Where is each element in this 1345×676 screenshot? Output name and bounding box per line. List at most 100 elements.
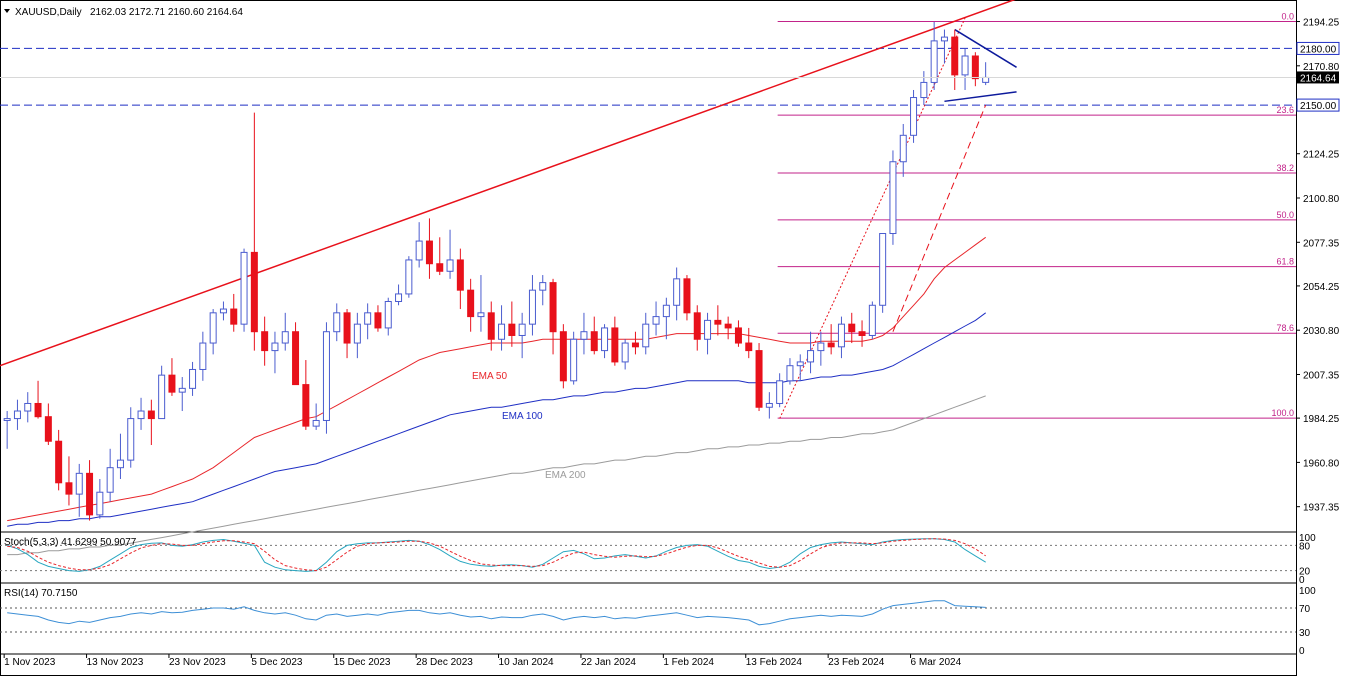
candle-body-54 <box>559 331 567 382</box>
price-tick-label-7: 2007.35 <box>1303 370 1340 381</box>
stoch-tick-label-1: 80 <box>1299 541 1311 552</box>
candle-body-40 <box>415 240 423 261</box>
candle-body-29 <box>302 384 310 427</box>
time-tick-label-6: 10 Jan 2024 <box>499 657 554 668</box>
candle-body-92 <box>951 36 959 76</box>
candle-body-1 <box>13 410 21 420</box>
candle-body-15 <box>158 374 166 420</box>
price-tick-label-3: 2100.80 <box>1303 194 1340 205</box>
hline-badge-1 <box>1296 98 1340 112</box>
candle-body-27 <box>281 331 289 344</box>
candle-body-41 <box>425 240 433 265</box>
candle-body-84 <box>868 304 876 336</box>
stoch-title: Stoch(5,3,3) 41.6299 50.9077 <box>4 537 137 548</box>
rsi-title: RSI(14) 70.7150 <box>4 588 78 599</box>
time-tick-label-9: 13 Feb 2024 <box>746 657 803 668</box>
candle-body-53 <box>549 282 557 333</box>
candle-body-2 <box>24 402 32 412</box>
fib-level-label-3: 50.0 <box>1276 210 1294 220</box>
time-tick-label-8: 1 Feb 2024 <box>663 657 714 668</box>
candle-body-30 <box>312 419 320 427</box>
candle-body-51 <box>528 289 536 325</box>
candle-body-18 <box>189 368 197 389</box>
candle-body-48 <box>498 323 506 340</box>
time-tick-label-1: 13 Nov 2023 <box>87 657 144 668</box>
horizontal-levels[interactable]: 2180.00 2150.00 <box>0 41 1340 112</box>
candle-body-13 <box>137 410 145 420</box>
ema100-line <box>7 312 986 527</box>
dashed-swing-line <box>892 104 987 332</box>
dropdown-triangle-icon[interactable] <box>4 9 10 13</box>
candle-body-11 <box>116 459 124 469</box>
candle-body-69 <box>714 319 722 325</box>
hline-label-0: 2180.00 <box>1300 44 1337 55</box>
ohlc-values: 2162.03 2172.71 2160.60 2164.64 <box>90 7 243 18</box>
candle-body-66 <box>683 278 691 314</box>
candle-body-76 <box>786 365 794 382</box>
candle-body-65 <box>673 278 681 306</box>
candle-body-44 <box>456 259 464 291</box>
candle-body-80 <box>827 342 835 348</box>
candle-body-78 <box>807 350 815 363</box>
candle-body-39 <box>405 259 413 295</box>
candle-body-67 <box>693 312 701 340</box>
trendlines[interactable] <box>0 0 1089 419</box>
candle-body-5 <box>55 440 63 484</box>
ascending-trendline <box>0 0 1016 367</box>
candle-body-23 <box>240 251 248 325</box>
fib-level-label-5: 78.6 <box>1276 323 1294 333</box>
candle-body-58 <box>601 327 609 352</box>
ema50-line <box>7 236 986 522</box>
candle-body-21 <box>219 308 227 314</box>
candle-body-94 <box>971 55 979 80</box>
current-price-badge <box>1297 71 1339 84</box>
price-tick-label-0: 2194.25 <box>1303 18 1340 29</box>
candle-body-19 <box>199 342 207 370</box>
candle-body-4 <box>44 416 52 442</box>
stoch-main-line <box>7 538 986 572</box>
candle-body-62 <box>642 323 650 348</box>
time-tick-label-2: 23 Nov 2023 <box>169 657 226 668</box>
candle-body-8 <box>86 472 94 516</box>
fib-level-label-6: 100.0 <box>1271 408 1294 418</box>
stoch-tick-label-3: 0 <box>1299 575 1305 586</box>
symbol-title: XAUUSD,Daily <box>15 7 82 18</box>
stoch-tick-label-2: 20 <box>1299 567 1311 578</box>
candle-body-3 <box>34 402 42 418</box>
candle-body-68 <box>704 319 712 340</box>
price-tick-label-2: 2124.25 <box>1303 150 1340 161</box>
candle-body-74 <box>765 402 773 408</box>
candle-body-32 <box>333 312 341 333</box>
fibonacci-retracement[interactable]: 0.0 23.6 38.2 50.0 61.8 78.6 100.0 <box>777 12 1296 419</box>
candle-body-60 <box>621 342 629 363</box>
time-tick-label-4: 15 Dec 2023 <box>334 657 391 668</box>
price-tick-label-9: 1960.80 <box>1303 458 1340 469</box>
candle-body-46 <box>477 312 485 318</box>
candle-body-50 <box>518 323 526 336</box>
candle-body-87 <box>899 134 907 163</box>
candle-body-12 <box>127 418 135 461</box>
ema-label-1: EMA 100 <box>502 411 543 422</box>
current-price-label: 2164.64 <box>1300 73 1337 84</box>
candle-body-91 <box>940 36 948 42</box>
candle-body-33 <box>343 312 351 344</box>
rsi-tick-label-3: 0 <box>1299 646 1305 657</box>
candle-body-47 <box>487 312 495 340</box>
ema200-line <box>7 395 986 556</box>
candle-body-63 <box>652 316 660 325</box>
candle-body-14 <box>147 410 155 420</box>
candle-body-45 <box>467 289 475 318</box>
price-tick-label-1: 2170.80 <box>1303 62 1340 73</box>
candle-body-89 <box>920 81 928 99</box>
time-tick-label-10: 23 Feb 2024 <box>828 657 885 668</box>
time-tick-label-7: 22 Jan 2024 <box>581 657 636 668</box>
candle-body-81 <box>837 323 845 348</box>
candle-body-56 <box>580 331 588 340</box>
candle-body-52 <box>539 282 547 291</box>
candle-body-77 <box>796 361 804 367</box>
candle-body-36 <box>374 312 382 329</box>
hline-label-1: 2150.00 <box>1300 101 1337 112</box>
candle-body-26 <box>271 342 279 352</box>
time-axis: 1 Nov 2023 13 Nov 2023 23 Nov 2023 5 Dec 20… <box>3 654 962 668</box>
time-tick-label-5: 28 Dec 2023 <box>416 657 473 668</box>
